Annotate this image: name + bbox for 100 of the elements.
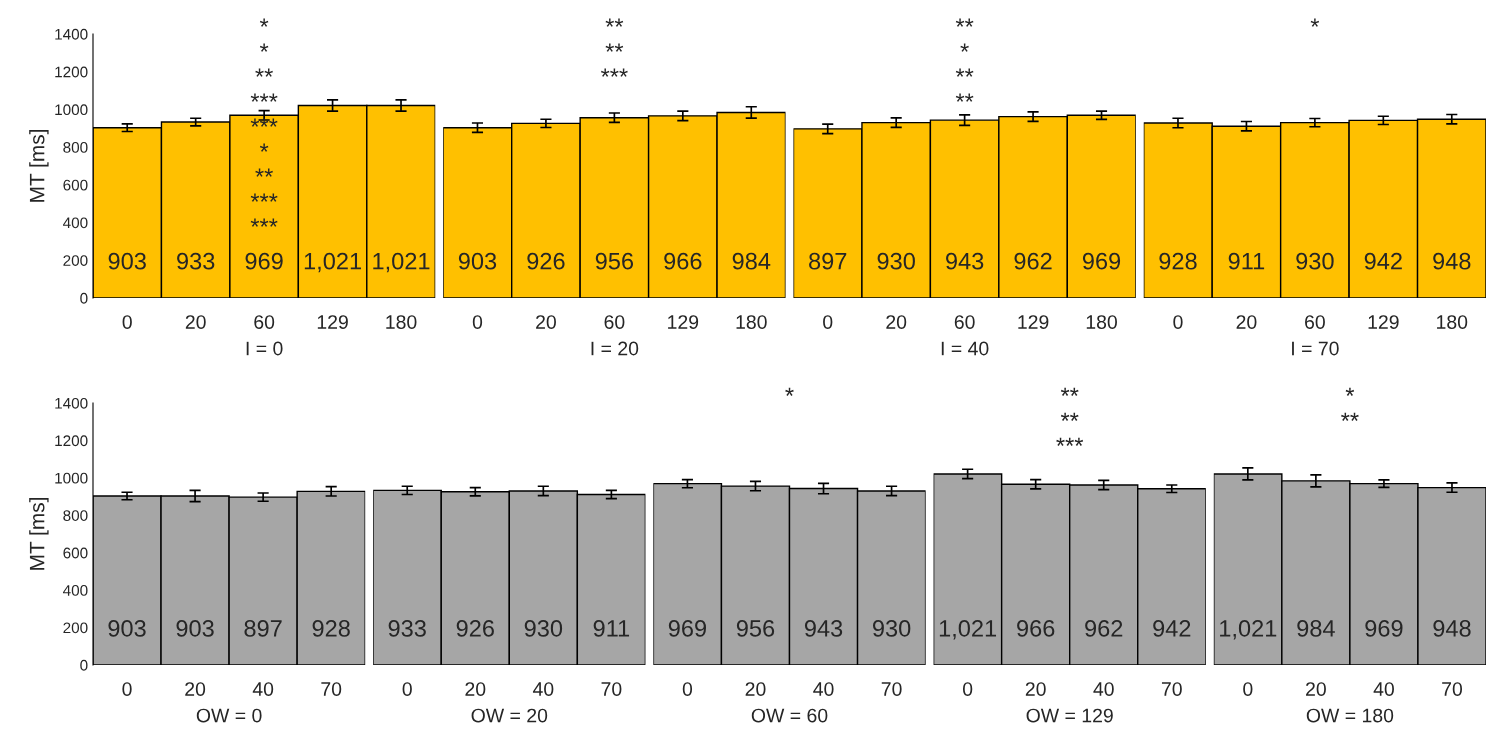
annotation: * — [960, 43, 969, 52]
x-tick-label: 0 — [122, 315, 132, 329]
annotation: ** — [255, 168, 273, 177]
x-tick-label: 60 — [604, 315, 625, 329]
x-tick-label: 70 — [881, 682, 902, 696]
y-axis-title: MT [ms] — [29, 130, 49, 202]
text: ** — [955, 18, 974, 27]
data-label: 933 — [177, 252, 215, 270]
x-tick-label: 20 — [886, 315, 907, 329]
annotation: *** — [250, 193, 278, 202]
text: ** — [1060, 387, 1079, 396]
data-label: 943 — [804, 620, 843, 637]
x-tick-label: 180 — [736, 315, 767, 329]
x-tick-label: 0 — [1173, 315, 1183, 329]
x-tick-label: 20 — [1025, 682, 1046, 696]
x-tick-label: 0 — [122, 682, 132, 696]
data-label: 930 — [524, 620, 563, 637]
x-tick-label: 20 — [1236, 315, 1257, 329]
y-tick-label: 1400 — [55, 397, 88, 409]
x-tick-label: 20 — [745, 682, 766, 696]
annotation: ** — [955, 93, 974, 102]
data-label: 943 — [946, 252, 984, 270]
data-label: 897 — [809, 252, 847, 270]
y-tick-label: 1200 — [55, 435, 88, 447]
y-tick-label: 1000 — [55, 104, 88, 116]
x-tick-label: 40 — [532, 682, 554, 696]
y-tick-label: 0 — [80, 659, 88, 671]
x-tick-label: 0 — [823, 315, 833, 329]
data-label: 969 — [668, 620, 706, 637]
x-tick-label: 70 — [1161, 682, 1182, 696]
y-tick-label: 1000 — [55, 472, 88, 484]
annotation: ** — [1060, 412, 1079, 421]
x-tick-label: 20 — [185, 682, 206, 696]
data-label: 911 — [593, 620, 630, 637]
data-label: 969 — [1365, 620, 1403, 637]
annotation: *** — [250, 118, 278, 127]
x-tick-label: 0 — [962, 682, 973, 696]
annotation: *** — [600, 68, 628, 77]
x-axis-title: OW = 129 — [1026, 708, 1113, 723]
annotation: *** — [250, 93, 278, 102]
annotation: *** — [1056, 437, 1084, 446]
data-label: 926 — [456, 620, 494, 637]
data-label: 903 — [108, 252, 146, 270]
x-axis-title: OW = 180 — [1306, 708, 1394, 723]
x-tick-label: 70 — [1442, 682, 1463, 696]
text: * — [785, 387, 794, 396]
annotation: *** — [250, 218, 278, 227]
data-label: 897 — [244, 620, 282, 637]
y-tick-label: 400 — [63, 217, 88, 229]
annotation: * — [259, 43, 269, 52]
data-label: 984 — [732, 252, 771, 270]
x-tick-label: 0 — [1243, 682, 1253, 696]
y-tick-label: 800 — [63, 142, 88, 153]
data-label: 942 — [1153, 620, 1191, 637]
y-tick-label: 1400 — [55, 28, 88, 40]
data-label: 911 — [1228, 252, 1265, 270]
data-label: 903 — [108, 620, 146, 637]
x-tick-label: 129 — [1368, 315, 1399, 329]
data-label: 903 — [176, 620, 214, 637]
y-tick-label: 200 — [63, 622, 88, 634]
text: ** — [605, 18, 624, 27]
x-tick-label: 20 — [536, 315, 556, 329]
data-label: 930 — [872, 620, 911, 637]
y-tick-label: 600 — [63, 547, 88, 559]
x-axis-title: I = 70 — [1292, 341, 1339, 356]
data-label: 1,021 — [373, 252, 430, 273]
x-tick-label: 180 — [1437, 315, 1468, 329]
x-axis-title: OW = 0 — [196, 708, 262, 723]
data-label: 948 — [1433, 620, 1471, 637]
data-label: 926 — [527, 252, 565, 270]
x-tick-label: 0 — [472, 315, 483, 329]
x-tick-label: 70 — [601, 682, 622, 696]
x-axis-title: OW = 20 — [471, 708, 548, 723]
x-tick-label: 60 — [254, 315, 275, 329]
y-tick-label: 600 — [63, 179, 88, 191]
x-tick-label: 129 — [668, 315, 699, 329]
data-label: 962 — [1085, 620, 1123, 637]
y-tick-label: 0 — [80, 292, 88, 304]
y-tick-label: 1200 — [55, 66, 88, 78]
data-label: 956 — [595, 252, 634, 270]
x-tick-label: 20 — [465, 682, 486, 696]
data-label: 1,021 — [304, 252, 361, 273]
y-tick-label: 400 — [63, 585, 88, 596]
data-label: 966 — [664, 252, 702, 270]
data-label: 1,021 — [1220, 620, 1277, 640]
x-tick-label: 129 — [1018, 315, 1049, 329]
y-tick-label: 800 — [63, 510, 88, 521]
data-label: 956 — [736, 620, 775, 637]
x-tick-label: 70 — [321, 682, 342, 696]
annotation: ** — [255, 68, 273, 77]
data-label: 930 — [1296, 252, 1334, 270]
x-tick-label: 40 — [813, 682, 834, 696]
x-tick-label: 180 — [386, 315, 417, 329]
data-label: 969 — [1082, 252, 1121, 270]
x-tick-label: 20 — [185, 315, 206, 329]
x-tick-label: 20 — [1306, 682, 1326, 696]
data-label: 942 — [1364, 252, 1402, 270]
x-tick-label: 129 — [317, 315, 348, 329]
text: * — [1310, 18, 1320, 27]
x-tick-label: 0 — [402, 682, 412, 696]
